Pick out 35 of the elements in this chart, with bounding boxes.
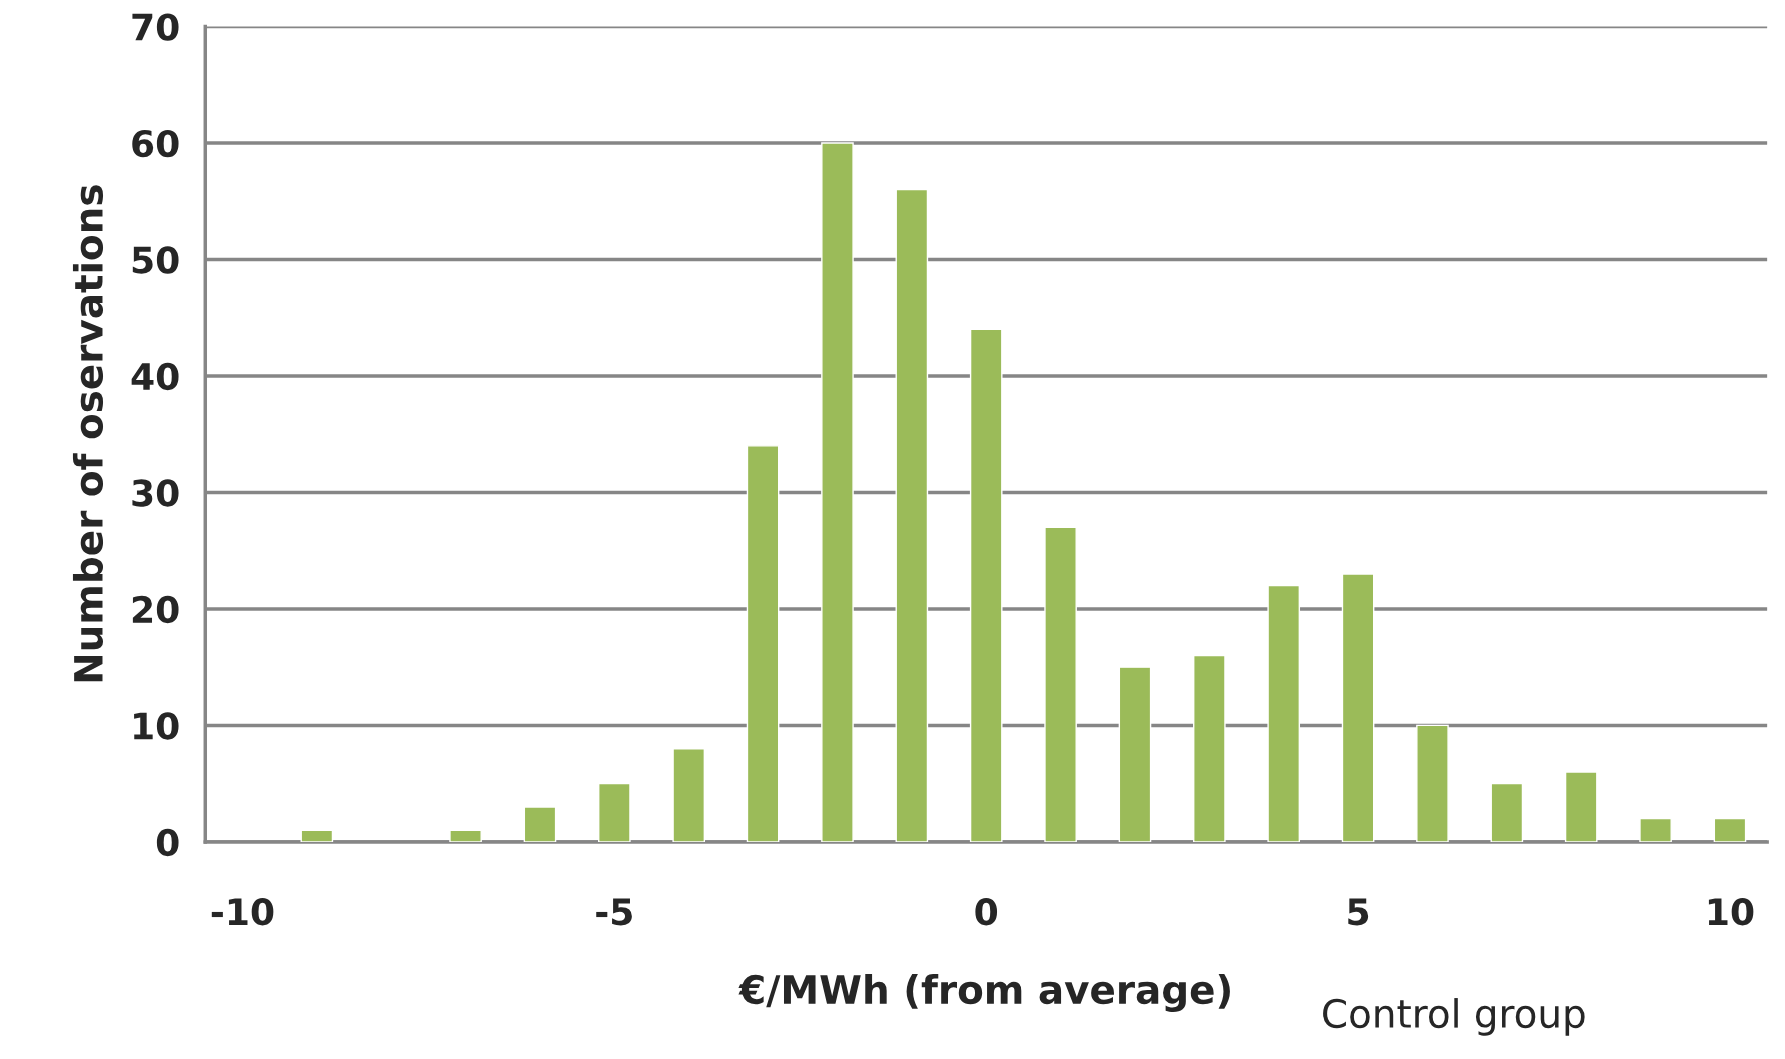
bar — [1341, 573, 1375, 842]
y-tick-label: 30 — [132, 479, 179, 507]
y-tick-label: 10 — [134, 712, 179, 740]
bar — [969, 328, 1003, 842]
bar — [1118, 666, 1152, 842]
bar — [895, 188, 929, 842]
bar — [1639, 817, 1672, 842]
bar — [672, 748, 706, 842]
bar — [449, 829, 482, 842]
bar — [523, 806, 557, 842]
bar — [1416, 724, 1449, 842]
bar — [1713, 817, 1747, 842]
y-tick-label: 20 — [132, 595, 179, 624]
x-tick-label: 10 — [1708, 898, 1754, 926]
bar — [1044, 526, 1077, 842]
y-tick-label: 50 — [132, 246, 179, 274]
bar — [1564, 771, 1598, 842]
bar — [1490, 782, 1524, 842]
bar — [746, 445, 780, 842]
bar — [821, 142, 854, 842]
y-axis-title: Number of oservations — [72, 185, 104, 682]
y-tick-label: 40 — [131, 362, 179, 391]
x-tick-label: -5 — [596, 898, 632, 926]
bar — [300, 829, 334, 842]
bar — [598, 782, 631, 842]
y-tick-label: 0 — [156, 828, 179, 857]
x-tick-label: 0 — [975, 898, 998, 926]
y-tick-label: 60 — [132, 129, 179, 158]
x-tick-label: 5 — [1348, 898, 1369, 926]
x-axis-title: €/MWh (from average) — [738, 974, 1230, 1013]
bar — [1267, 584, 1301, 842]
bar — [1193, 654, 1226, 842]
y-tick-label: 70 — [132, 13, 179, 41]
text: Control group — [1323, 998, 1585, 1036]
x-tick-label: -10 — [211, 898, 274, 926]
